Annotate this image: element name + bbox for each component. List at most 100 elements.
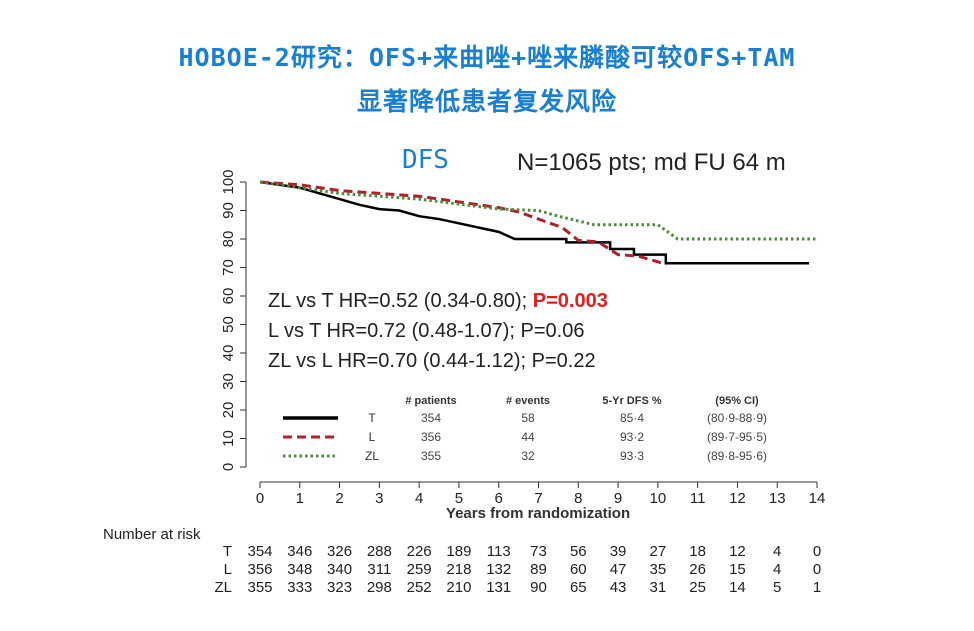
x-tick-label: 12 [729, 490, 746, 507]
legend-cell: 93·3 [620, 449, 644, 463]
x-tick-label: 14 [809, 490, 826, 507]
p-value-highlight: P=0.003 [533, 290, 608, 312]
x-tick-label: 5 [455, 490, 463, 507]
risk-cell: 1 [813, 579, 821, 596]
risk-cell: 56 [570, 543, 587, 560]
chart-subtitle: N=1065 pts; md FU 64 m [517, 149, 786, 176]
legend-series-name: L [369, 430, 376, 444]
x-tick-label: 7 [534, 490, 542, 507]
series-line-T [259, 180, 810, 265]
risk-cell: 355 [247, 579, 272, 596]
legend-cell: (80·9-88·9) [707, 411, 767, 425]
risk-cell: 340 [327, 561, 352, 578]
risk-cell: 89 [530, 561, 547, 578]
risk-cell: 226 [407, 543, 432, 560]
risk-cell: 26 [689, 561, 706, 578]
risk-cell: 39 [610, 543, 627, 560]
y-tick-label: 10 [220, 430, 237, 447]
y-tick-label: 100 [220, 169, 237, 194]
risk-cell: 131 [486, 579, 511, 596]
x-tick-label: 8 [574, 490, 582, 507]
risk-cell: 60 [570, 561, 587, 578]
title-line-2: 显著降低患者复发风险 [356, 87, 617, 116]
risk-cell: 189 [446, 543, 471, 560]
risk-cell: 326 [327, 543, 352, 560]
legend-header: # patients [405, 395, 456, 407]
risk-cell: 73 [530, 543, 547, 560]
hr-annotation: L vs T HR=0.72 (0.48-1.07); P=0.06 [268, 320, 584, 342]
risk-row-name: T [223, 543, 232, 560]
risk-cell: 252 [407, 579, 432, 596]
risk-cell: 311 [367, 561, 391, 578]
risk-cell: 47 [610, 561, 627, 578]
risk-cell: 113 [487, 543, 511, 560]
x-axis-label: Years from randomization [446, 505, 630, 522]
risk-cell: 333 [287, 579, 312, 596]
x-tick-label: 1 [296, 490, 304, 507]
risk-cell: 348 [287, 561, 312, 578]
series-line-ZL [259, 180, 817, 241]
y-tick-label: 90 [220, 202, 237, 219]
x-tick-label: 11 [690, 490, 706, 507]
x-tick-label: 2 [335, 490, 343, 507]
title-line-1: HOBOE-2研究：OFS+来曲唑+唑来膦酸可较OFS+TAM [178, 43, 796, 72]
legend-cell: 32 [521, 449, 535, 463]
risk-cell: 15 [729, 561, 746, 578]
legend-header: # events [506, 395, 550, 407]
risk-cell: 132 [486, 561, 511, 578]
risk-cell: 346 [287, 543, 312, 560]
x-tick-label: 9 [614, 490, 622, 507]
legend-series-name: T [368, 411, 376, 425]
legend-cell: 356 [421, 430, 441, 444]
risk-cell: 0 [813, 561, 821, 578]
hr-annotation: ZL vs L HR=0.70 (0.44-1.12); P=0.22 [268, 350, 596, 372]
x-tick-label: 10 [650, 490, 667, 507]
risk-cell: 354 [247, 543, 272, 560]
y-tick-label: 20 [220, 402, 237, 419]
x-tick-label: 4 [415, 490, 423, 507]
legend-cell: 85·4 [620, 411, 644, 425]
risk-cell: 298 [367, 579, 392, 596]
x-tick-label: 3 [375, 490, 383, 507]
legend-cell: (89·7-95·5) [707, 430, 767, 444]
legend-cell: (89·8-95·6) [707, 449, 767, 463]
risk-cell: 65 [570, 579, 587, 596]
risk-cell: 356 [247, 561, 272, 578]
risk-row-name: L [224, 561, 232, 578]
y-tick-label: 0 [220, 463, 237, 471]
legend-cell: 44 [521, 430, 535, 444]
legend-cell: 354 [421, 411, 441, 425]
y-tick-label: 50 [220, 316, 237, 333]
y-tick-label: 60 [220, 288, 237, 305]
x-tick-label: 13 [769, 490, 786, 507]
legend-cell: 58 [521, 411, 535, 425]
x-tick-label: 0 [256, 490, 264, 507]
risk-row-name: ZL [214, 579, 232, 596]
risk-cell: 35 [650, 561, 667, 578]
legend-header: 5-Yr DFS % [602, 395, 662, 407]
y-tick-label: 40 [220, 345, 237, 362]
risk-cell: 43 [610, 579, 627, 596]
risk-cell: 12 [729, 543, 746, 560]
risk-cell: 323 [327, 579, 352, 596]
y-tick-label: 70 [220, 259, 237, 276]
hr-annotation: ZL vs T HR=0.52 (0.34-0.80); P=0.003 [268, 290, 608, 312]
risk-cell: 14 [729, 579, 746, 596]
risk-table-label: Number at risk [103, 526, 201, 543]
risk-cell: 4 [773, 561, 781, 578]
series-line-L [259, 180, 667, 267]
risk-cell: 25 [689, 579, 706, 596]
risk-cell: 210 [446, 579, 471, 596]
legend-series-name: ZL [365, 449, 379, 463]
risk-cell: 0 [813, 543, 821, 560]
legend-cell: 355 [421, 449, 441, 463]
risk-cell: 27 [650, 543, 667, 560]
risk-cell: 4 [773, 543, 781, 560]
legend-cell: 93·2 [620, 430, 644, 444]
y-tick-label: 80 [220, 231, 237, 248]
y-tick-label: 30 [220, 373, 237, 390]
risk-cell: 18 [689, 543, 706, 560]
risk-cell: 90 [530, 579, 547, 596]
x-tick-label: 6 [495, 490, 503, 507]
